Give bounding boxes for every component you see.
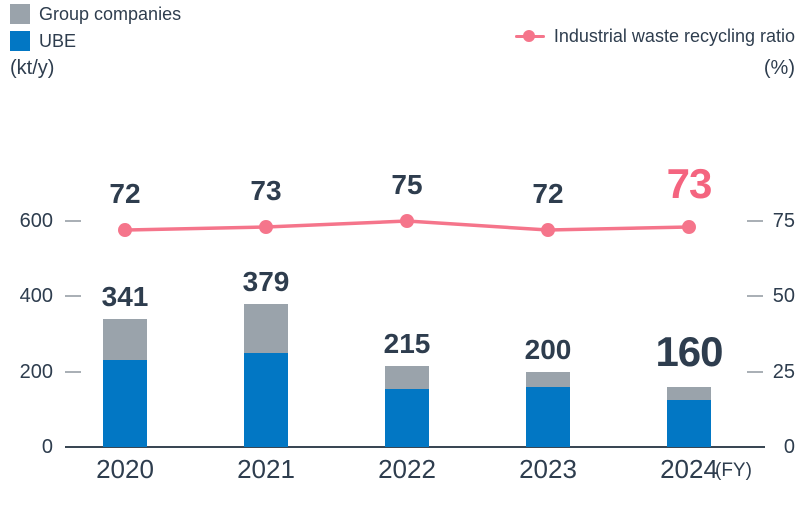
right-tick-dash-50	[747, 295, 763, 298]
left-tick-dash-600	[65, 220, 81, 222]
left-tick-200: 200	[19, 360, 53, 383]
x-label-2020: 2020	[96, 454, 154, 484]
line-point-label-2021: 73	[250, 175, 282, 207]
bar-group-2023	[526, 371, 570, 387]
legend-left: Group companies UBE	[10, 3, 181, 51]
legend-item-group-companies: Group companies	[10, 3, 181, 24]
right-axis-unit: (%)	[763, 57, 795, 79]
left-axis-unit: (kt/y)	[10, 57, 55, 79]
line-point-label-2020: 72	[109, 178, 141, 210]
right-tick-0: 0	[783, 436, 795, 458]
bar-total-label-2021: 379	[242, 266, 290, 298]
bar-total-label-2022: 215	[383, 328, 431, 360]
line-marker-icon	[514, 29, 545, 43]
group-companies-swatch-icon	[10, 3, 30, 24]
line-point-label-2024: 73	[666, 160, 713, 208]
bar-ube-2023	[526, 386, 570, 447]
bar-ube-2021	[244, 352, 288, 447]
x-label-2024: 2024	[660, 454, 718, 484]
left-tick-600: 600	[19, 210, 53, 232]
bar-ube-2022	[385, 388, 429, 447]
x-label-2022: 2022	[378, 454, 436, 484]
legend-label-group-companies: Group companies	[39, 3, 182, 24]
bar-total-label-2023: 200	[524, 333, 572, 365]
x-axis-line	[65, 446, 765, 448]
left-tick-dash-400	[65, 295, 81, 298]
trend-line-path	[124, 219, 690, 232]
right-tick-50: 50	[772, 285, 795, 308]
line-point-2020	[118, 223, 132, 238]
line-point-label-2022: 75	[391, 169, 423, 200]
line-point-2023	[541, 223, 555, 238]
right-tick-25: 25	[772, 360, 795, 383]
bar-group-2022	[385, 366, 429, 389]
bar-group-2021	[244, 304, 288, 353]
legend-item-ube: UBE	[10, 30, 181, 51]
x-label-2023: 2023	[519, 454, 577, 484]
line-point-label-2023: 72	[532, 178, 564, 210]
bar-ube-2024	[667, 399, 711, 447]
right-tick-dash-25	[747, 370, 763, 373]
ube-swatch-icon	[10, 30, 30, 51]
bar-total-label-2020: 341	[101, 280, 149, 312]
legend-label-ube: UBE	[39, 30, 77, 51]
legend-item-recycling-ratio: Industrial waste recycling ratio	[514, 26, 795, 46]
bar-total-label-2024: 160	[655, 327, 723, 375]
bar-ube-2020	[103, 360, 147, 447]
line-point-2022	[400, 214, 414, 228]
left-tick-0: 0	[41, 436, 53, 458]
right-tick-75: 75	[772, 210, 795, 232]
x-label-fy-suffix: (FY)	[715, 460, 752, 481]
bar-group-2020	[103, 318, 147, 361]
line-point-2024	[682, 220, 696, 235]
legend-label-recycling-ratio: Industrial waste recycling ratio	[553, 26, 795, 46]
line-point-2021	[259, 220, 273, 235]
bar-group-2024	[667, 386, 711, 400]
left-tick-dash-200	[65, 370, 81, 373]
x-label-2021: 2021	[237, 454, 295, 484]
right-tick-dash-75	[747, 220, 763, 222]
left-tick-400: 400	[19, 285, 53, 308]
